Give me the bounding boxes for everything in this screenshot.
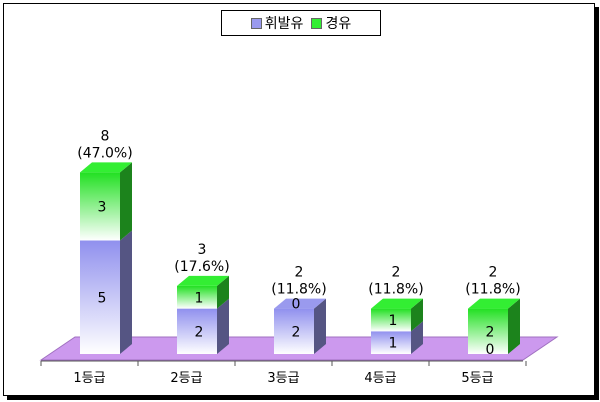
bar-total-label: 3 <box>198 242 207 258</box>
segment-value-label: 0 <box>486 342 495 358</box>
bar-top-face <box>80 162 132 173</box>
bar-percent-label: (47.0%) <box>77 145 132 161</box>
legend-swatch-diesel <box>311 17 323 29</box>
bar-percent-label: (17.6%) <box>174 259 229 275</box>
bar-segment-gasoline <box>177 308 217 354</box>
bar-segment-gasoline <box>274 308 314 354</box>
bar-top-face <box>177 275 229 286</box>
segment-value-label: 2 <box>292 324 301 340</box>
x-tick-label: 4등급 <box>364 371 396 386</box>
bar-segment-diesel-side <box>411 298 423 332</box>
bar-segment-diesel <box>80 172 120 241</box>
bar-total-label: 8 <box>101 128 110 144</box>
legend-item-diesel: 경유 <box>311 13 351 33</box>
bar-percent-label: (11.8%) <box>368 282 423 298</box>
segment-value-label: 1 <box>195 290 204 306</box>
bar-percent-label: (11.8%) <box>271 282 326 298</box>
legend: 휘발유 경유 <box>221 10 381 36</box>
bar-total-label: 2 <box>392 265 401 281</box>
bar-total-label: 2 <box>295 265 304 281</box>
legend-item-gasoline: 휘발유 <box>250 13 304 33</box>
bar-segment-diesel <box>177 285 217 309</box>
segment-value-label: 1 <box>389 336 398 352</box>
segment-value-label: 5 <box>98 290 107 306</box>
segment-value-label: 2 <box>486 324 495 340</box>
bar-top-face <box>468 298 520 309</box>
bar-segment-gasoline-side <box>217 298 229 354</box>
bar-segment-gasoline <box>371 331 411 354</box>
bar-segment-diesel-side <box>508 298 520 354</box>
segment-value-label: 2 <box>195 324 204 340</box>
legend-swatch-gasoline <box>250 17 262 29</box>
bar-segment-diesel-side <box>217 275 229 309</box>
bar-segment-diesel-side <box>120 162 132 241</box>
bar-percent-label: (11.8%) <box>465 282 520 298</box>
bar-segment-gasoline-side <box>120 230 132 354</box>
segment-value-label: 3 <box>98 199 107 215</box>
x-tick-label: 5등급 <box>461 371 493 386</box>
bar-segment-diesel <box>371 308 411 332</box>
frame-shadow-right <box>595 7 599 400</box>
bar-segment-diesel <box>468 308 508 354</box>
x-tick-label: 3등급 <box>267 371 299 386</box>
bar-segment-gasoline <box>80 240 120 354</box>
legend-label-gasoline: 휘발유 <box>264 16 304 32</box>
bar-segment-gasoline-side <box>314 298 326 354</box>
frame-shadow-bottom <box>7 396 597 400</box>
x-tick-label: 2등급 <box>170 371 202 386</box>
segment-value-label: 0 <box>292 297 301 313</box>
bar-top-face <box>371 298 423 309</box>
segment-value-label: 1 <box>389 313 398 329</box>
bar-segment-gasoline-side <box>411 321 423 354</box>
bar-top-face <box>274 298 326 309</box>
x-tick-label: 1등급 <box>73 371 105 386</box>
legend-label-diesel: 경유 <box>325 16 352 32</box>
bar-total-label: 2 <box>489 265 498 281</box>
